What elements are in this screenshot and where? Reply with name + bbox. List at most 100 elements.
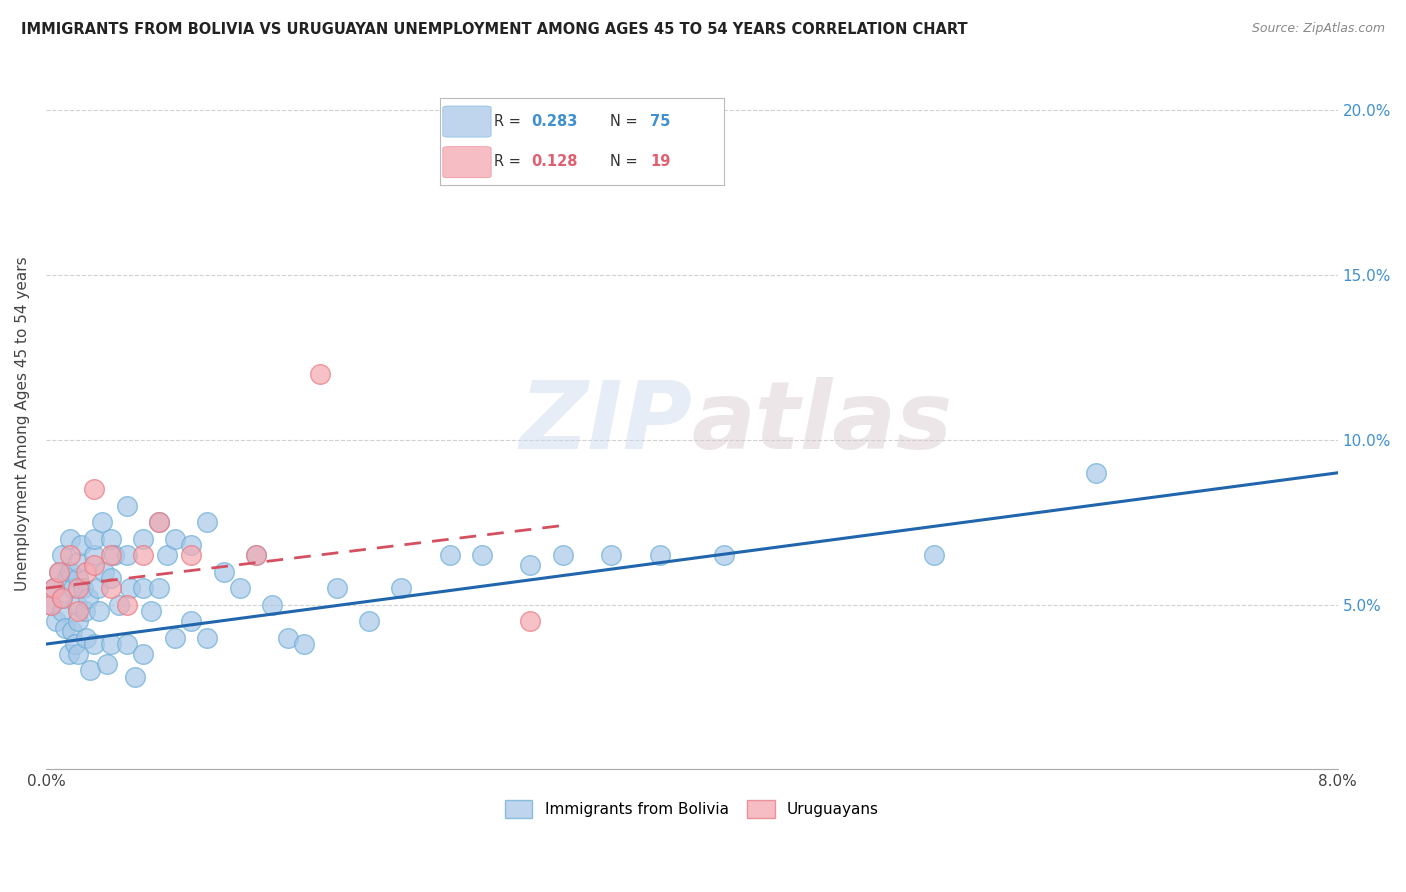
Point [48,565,70,579]
Point [132,647,155,661]
Point [648,548,671,562]
Point [51,548,73,562]
Point [45,614,67,628]
Point [91,515,114,529]
Point [39,598,62,612]
Point [62,581,84,595]
Point [165,631,187,645]
Point [139,604,162,618]
Point [245,548,267,562]
Point [67,614,90,628]
Point [922,548,945,562]
Point [156,548,179,562]
Point [48,565,70,579]
Point [124,670,146,684]
Point [75,631,97,645]
Point [60,624,83,638]
Point [292,637,315,651]
Point [115,548,138,562]
Point [1084,466,1107,480]
Point [180,548,202,562]
Y-axis label: Unemployment Among Ages 45 to 54 years: Unemployment Among Ages 45 to 54 years [15,256,30,591]
Point [73,604,96,618]
Point [471,548,494,562]
Point [66,598,89,612]
Point [277,631,299,645]
Point [115,499,138,513]
Point [59,548,82,562]
Point [63,637,86,651]
Point [100,637,122,651]
Point [67,604,90,618]
Point [51,591,73,605]
Point [67,571,90,585]
Point [309,367,332,381]
Point [89,604,111,618]
Point [357,614,380,628]
Text: IMMIGRANTS FROM BOLIVIA VS URUGUAYAN UNEMPLOYMENT AMONG AGES 45 TO 54 YEARS CORR: IMMIGRANTS FROM BOLIVIA VS URUGUAYAN UNE… [21,22,967,37]
Point [93,565,115,579]
Point [132,548,155,562]
Point [83,532,105,546]
Point [59,532,82,546]
Point [51,591,73,605]
Point [165,532,187,546]
Point [72,581,94,595]
Point [325,581,347,595]
Point [107,598,129,612]
Point [148,515,170,529]
Point [600,548,623,562]
Point [67,555,90,569]
Point [229,581,252,595]
Point [86,581,108,595]
Point [519,558,541,572]
Point [118,581,141,595]
Point [42,581,65,595]
Point [79,664,101,678]
Point [519,614,541,628]
Point [132,581,155,595]
Point [103,548,125,562]
Point [58,647,80,661]
Point [115,637,138,651]
Point [70,538,93,552]
Point [148,581,170,595]
Point [180,614,202,628]
Point [245,548,267,562]
Point [713,548,735,562]
Point [180,538,202,552]
Point [75,565,97,579]
Text: ZIP: ZIP [519,377,692,469]
Point [132,532,155,546]
Text: atlas: atlas [692,377,953,469]
Point [100,548,122,562]
Point [67,581,90,595]
Point [42,581,65,595]
Point [100,532,122,546]
Legend: Immigrants from Bolivia, Uruguayans: Immigrants from Bolivia, Uruguayans [499,794,884,824]
Point [148,515,170,529]
Point [83,548,105,562]
Text: Source: ZipAtlas.com: Source: ZipAtlas.com [1251,22,1385,36]
Point [212,565,235,579]
Point [389,581,412,595]
Point [56,571,79,585]
Point [100,581,122,595]
Point [551,548,574,562]
Point [59,565,82,579]
Point [96,657,118,671]
Point [260,598,283,612]
Point [51,604,73,618]
Point [439,548,461,562]
Point [83,558,105,572]
Point [197,631,219,645]
Point [83,637,105,651]
Point [53,621,76,635]
Point [67,647,90,661]
Point [197,515,219,529]
Point [77,591,100,605]
Point [39,598,62,612]
Point [100,571,122,585]
Point [83,483,105,497]
Point [115,598,138,612]
